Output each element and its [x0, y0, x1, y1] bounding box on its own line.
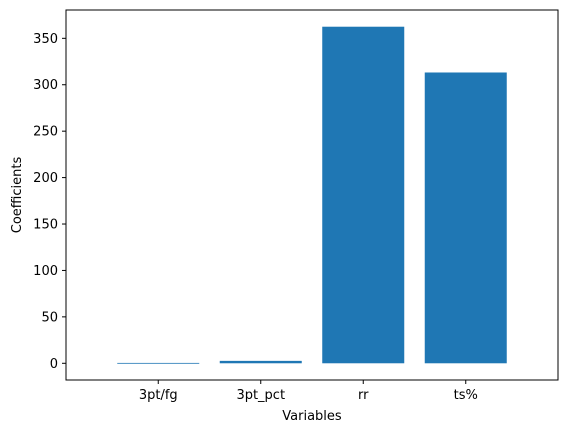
y-tick-label: 250	[33, 125, 58, 140]
y-tick-label: 100	[33, 264, 58, 279]
y-tick-label: 50	[41, 310, 58, 325]
y-axis: 0 50 100 150 200 250 300 350	[33, 32, 66, 372]
x-axis-title: Variables	[282, 409, 342, 424]
y-tick-label: 150	[33, 218, 58, 233]
x-tick-label: ts%	[454, 388, 478, 403]
y-tick-label: 350	[33, 32, 58, 47]
x-axis: 3pt/fg 3pt_pct rr ts%	[139, 380, 478, 403]
y-tick-label: 0	[50, 357, 58, 372]
bar-rr	[322, 26, 405, 364]
x-tick-label: 3pt_pct	[236, 388, 285, 403]
y-axis-title: Coefficients	[10, 157, 25, 234]
x-tick-label: 3pt/fg	[139, 388, 178, 403]
x-tick-label: rr	[358, 388, 369, 403]
bar-ts-	[424, 72, 507, 364]
bar-3pt-fg	[117, 362, 200, 364]
y-tick-label: 300	[33, 78, 58, 93]
bars-layer	[117, 26, 507, 364]
plot-area-frame	[65, 9, 559, 381]
bar-3pt-pct	[219, 360, 302, 364]
y-tick-label: 200	[33, 171, 58, 186]
